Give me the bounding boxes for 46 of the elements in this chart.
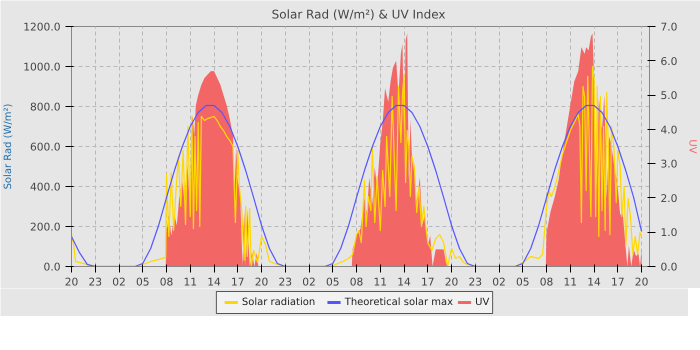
x-tick-label: 08 bbox=[350, 276, 364, 288]
x-tick-label: 14 bbox=[397, 276, 412, 288]
y-axis-title: Solar Rad (W/m²) bbox=[3, 103, 14, 190]
legend-label: Theoretical solar max bbox=[344, 297, 454, 308]
y-tick-label: 800.0 bbox=[30, 100, 61, 114]
legend-label: UV bbox=[475, 297, 490, 308]
x-tick-label: 23 bbox=[278, 276, 292, 288]
y-tick-label: 1000.0 bbox=[23, 60, 61, 74]
y-tick-label: 0.0 bbox=[44, 260, 61, 274]
x-tick-label: 17 bbox=[421, 276, 435, 288]
y2-tick-label: 4.0 bbox=[660, 123, 678, 136]
x-tick-label: 11 bbox=[374, 276, 388, 288]
x-tick-label: 20 bbox=[254, 276, 269, 288]
y2-tick-label: 5.0 bbox=[660, 89, 678, 102]
x-tick-label: 20 bbox=[64, 276, 78, 288]
y-tick-label: 400.0 bbox=[30, 180, 61, 194]
y2-tick-label: 3.0 bbox=[660, 158, 678, 171]
y-tick-label: 200.0 bbox=[30, 220, 61, 234]
x-tick-label: 20 bbox=[634, 276, 649, 288]
legend-label: Solar radiation bbox=[242, 297, 316, 308]
x-tick-label: 23 bbox=[88, 276, 102, 288]
x-tick-label: 14 bbox=[587, 276, 602, 288]
y-tick-label: 600.0 bbox=[30, 140, 61, 154]
x-tick-label: 08 bbox=[540, 276, 554, 288]
x-tick-label: 02 bbox=[112, 276, 126, 288]
x-tick-label: 14 bbox=[207, 276, 222, 288]
x-tick-label: 20 bbox=[444, 276, 459, 288]
x-tick-label: 23 bbox=[468, 276, 482, 288]
x-tick-label: 02 bbox=[302, 276, 316, 288]
x-tick-label: 05 bbox=[136, 276, 150, 288]
chart-title: Solar Rad (W/m²) & UV Index bbox=[272, 8, 446, 22]
y2-tick-label: 1.0 bbox=[660, 226, 678, 240]
x-tick-label: 08 bbox=[160, 276, 174, 288]
x-tick-label: 17 bbox=[611, 276, 625, 288]
y2-tick-label: 0.0 bbox=[660, 260, 678, 274]
x-tick-label: 05 bbox=[326, 276, 340, 288]
y2-tick-label: 6.0 bbox=[660, 54, 678, 68]
x-tick-label: 11 bbox=[564, 276, 578, 288]
x-tick-label: 05 bbox=[516, 276, 530, 288]
y2-tick-label: 2.0 bbox=[660, 192, 678, 205]
y-tick-label: 1200.0 bbox=[23, 20, 61, 34]
y2-axis-title: UV bbox=[686, 139, 698, 154]
x-tick-label: 17 bbox=[230, 276, 245, 288]
x-tick-label: 11 bbox=[183, 276, 198, 288]
y2-tick-label: 7.0 bbox=[660, 20, 678, 34]
x-tick-label: 02 bbox=[492, 276, 506, 288]
